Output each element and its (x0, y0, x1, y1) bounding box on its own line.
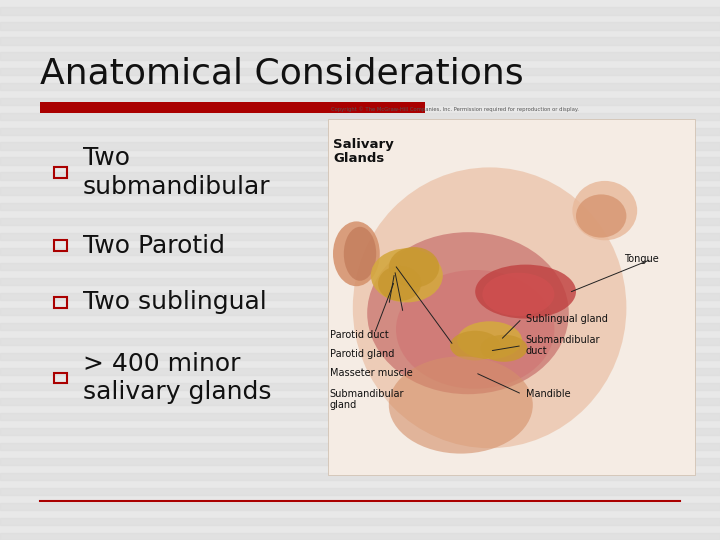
Bar (54, 297, 67, 308)
Bar (0, 23, 720, 30)
Bar (0, 322, 720, 330)
Bar (0, 112, 720, 120)
Ellipse shape (576, 194, 626, 238)
Ellipse shape (371, 248, 443, 302)
Text: Salivary
Glands: Salivary Glands (333, 138, 394, 165)
Ellipse shape (475, 265, 576, 319)
Bar (0, 247, 720, 255)
Bar (0, 262, 720, 270)
Bar (0, 353, 720, 360)
Bar (0, 293, 720, 300)
Bar (0, 37, 720, 45)
Ellipse shape (378, 266, 421, 301)
Ellipse shape (389, 356, 533, 454)
Text: Parotid gland: Parotid gland (330, 349, 394, 359)
Text: Two
submandibular: Two submandibular (83, 146, 271, 199)
Bar (328, 119, 695, 475)
Bar (0, 517, 720, 525)
Bar (0, 158, 720, 165)
Text: Copyright © The McGraw-Hill Companies, Inc. Permission required for reproduction: Copyright © The McGraw-Hill Companies, I… (331, 106, 579, 112)
Ellipse shape (480, 335, 527, 362)
Bar (54, 373, 67, 383)
Ellipse shape (482, 273, 554, 316)
Text: Submandibular
gland: Submandibular gland (330, 389, 404, 410)
Bar (0, 218, 720, 225)
Bar (0, 503, 720, 510)
Text: Two sublingual: Two sublingual (83, 291, 266, 314)
Bar (0, 8, 720, 15)
Bar (0, 472, 720, 480)
Text: Submandibular
duct: Submandibular duct (526, 335, 600, 356)
Text: Parotid duct: Parotid duct (330, 330, 389, 340)
Text: Mandible: Mandible (526, 389, 570, 399)
Text: > 400 minor
salivary glands: > 400 minor salivary glands (83, 352, 271, 404)
Ellipse shape (389, 247, 439, 287)
Bar (54, 240, 67, 251)
Ellipse shape (367, 232, 569, 394)
Text: Tongue: Tongue (624, 254, 659, 264)
Bar (0, 338, 720, 345)
Ellipse shape (450, 330, 500, 361)
Bar (0, 202, 720, 210)
Ellipse shape (572, 181, 637, 240)
Bar (0, 68, 720, 75)
Bar (0, 368, 720, 375)
Bar (0, 143, 720, 150)
Bar (0, 52, 720, 60)
Bar (0, 428, 720, 435)
Bar (0, 278, 720, 285)
Bar (40, 102, 425, 113)
Ellipse shape (396, 270, 554, 389)
Bar (0, 382, 720, 390)
Bar (0, 397, 720, 405)
Bar (0, 532, 720, 540)
Bar (0, 127, 720, 135)
Bar (0, 172, 720, 180)
Bar (0, 83, 720, 90)
Ellipse shape (457, 321, 522, 359)
Ellipse shape (333, 221, 380, 286)
Bar (0, 488, 720, 495)
Ellipse shape (353, 167, 626, 448)
Text: Masseter muscle: Masseter muscle (330, 368, 413, 377)
Text: Sublingual gland: Sublingual gland (526, 314, 608, 323)
Bar (0, 307, 720, 315)
Ellipse shape (344, 227, 376, 281)
Bar (0, 233, 720, 240)
Bar (0, 187, 720, 195)
Text: Two Parotid: Two Parotid (83, 234, 225, 258)
Bar (0, 457, 720, 465)
Bar (54, 167, 67, 178)
Bar (0, 413, 720, 420)
Bar (0, 442, 720, 450)
Text: Anatomical Considerations: Anatomical Considerations (40, 57, 523, 91)
Bar (0, 98, 720, 105)
